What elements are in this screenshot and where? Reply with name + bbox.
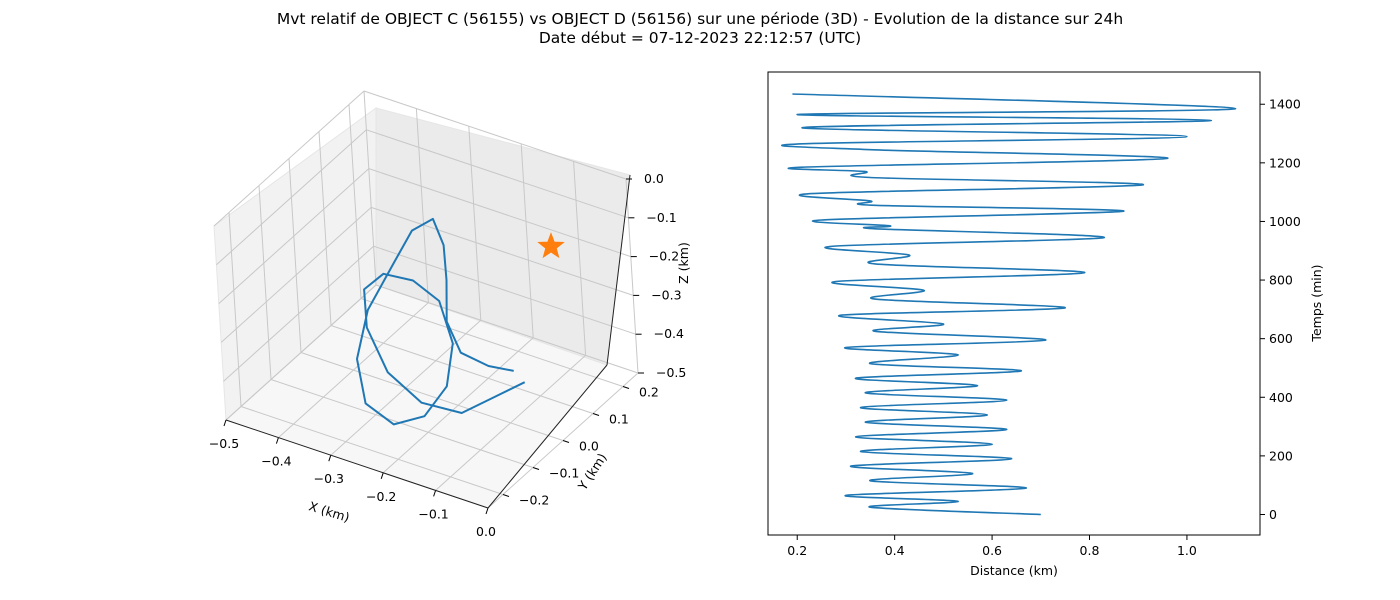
axis-line-y3d <box>487 364 608 509</box>
tick-label-y2d-1: 200 <box>1269 448 1293 463</box>
origin-star-marker <box>537 232 565 259</box>
grid-z-back-4 <box>373 245 636 335</box>
tick-mark-x3d-4 <box>433 490 437 497</box>
tick-mark-x3d-2 <box>328 455 332 462</box>
grid-x-back-0 <box>363 90 377 286</box>
chart-title-line2: Date début = 07-12-2023 22:12:57 (UTC) <box>538 29 862 47</box>
grid-y-floor-1 <box>270 379 534 468</box>
tick-label-y3d-3: 0.1 <box>609 412 629 427</box>
x-axis-label-2d: Distance (km) <box>970 563 1058 578</box>
tick-label-x3d-5: 0.0 <box>476 524 496 539</box>
tick-mark-x3d-3 <box>380 472 384 479</box>
grid-group-3d <box>213 90 639 509</box>
tick-label-z3d-5: −0.5 <box>656 365 686 380</box>
grid-x-back-4 <box>573 161 587 356</box>
tick-label-x2d-3: 0.8 <box>1080 543 1100 558</box>
plot-2d: 0.2 0.4 0.6 0.8 1.0 0 200 400 600 800 1000 1200 1400… <box>767 71 1324 578</box>
tick-label-x3d-4: −0.1 <box>418 506 448 521</box>
grid-y-floor-3 <box>330 325 594 414</box>
tick-mark-x3d-5 <box>485 507 489 515</box>
grid-z-left-5 <box>225 284 377 421</box>
plot-frame-2d <box>767 71 1261 536</box>
tick-mark-x3d-0 <box>223 419 227 427</box>
chart-title-line1: Mvt relatif de OBJECT C (56155) vs OBJEC… <box>276 10 1124 28</box>
tick-label-y2d-6: 1200 <box>1269 155 1301 170</box>
tick-label-z3d-0: 0.0 <box>644 171 664 186</box>
tick-label-y3d-4: 0.2 <box>639 385 659 400</box>
axis-line-z3d <box>606 174 631 366</box>
grid-y-floor-0 <box>240 406 504 495</box>
grid-z-left-3 <box>220 207 372 343</box>
tick-mark-x3d-1 <box>275 437 279 444</box>
grid-z-left-2 <box>218 168 370 304</box>
grid-x-back-5 <box>625 178 639 374</box>
tick-mark-y3d-2 <box>562 440 570 443</box>
tick-label-z3d-2: −0.2 <box>649 249 679 264</box>
tick-label-y2d-7: 1400 <box>1269 97 1301 112</box>
tick-label-x3d-1: −0.4 <box>261 454 291 469</box>
tick-mark-y3d-4 <box>622 386 630 389</box>
tick-label-x3d-0: −0.5 <box>209 436 239 451</box>
tick-label-y2d-2: 400 <box>1269 390 1293 405</box>
grid-y-left-3 <box>318 131 332 326</box>
tick-label-y2d-3: 600 <box>1269 331 1293 346</box>
grid-y-left-0 <box>228 212 242 407</box>
tick-mark-y3d-1 <box>532 467 540 470</box>
grid-y-left-2 <box>288 158 302 353</box>
tick-label-x3d-3: −0.2 <box>366 489 396 504</box>
data-group-2d <box>781 93 1237 516</box>
y-axis-label-2d: Temps (min) <box>1309 264 1324 342</box>
distance-time-line <box>781 93 1237 516</box>
grid-x-back-1 <box>415 108 429 303</box>
tick-label-x2d-0: 0.2 <box>787 543 807 558</box>
tick-label-y3d-2: 0.0 <box>579 439 599 454</box>
tick-label-z3d-4: −0.4 <box>654 326 684 341</box>
tick-label-x2d-1: 0.4 <box>885 543 905 558</box>
grid-y-left-1 <box>258 185 272 380</box>
grid-z-left-1 <box>216 129 367 266</box>
axis-line-x3d <box>225 419 489 509</box>
grid-z-back-3 <box>371 206 634 296</box>
tick-label-x2d-2: 0.6 <box>982 543 1002 558</box>
tick-label-y2d-5: 1000 <box>1269 214 1301 229</box>
grid-z-back-2 <box>368 168 631 258</box>
tick-mark-y3d-0 <box>502 494 510 497</box>
x-axis-label-3d: X (km) <box>307 498 351 525</box>
tick-label-z3d-3: −0.3 <box>651 287 681 302</box>
tick-mark-y3d-3 <box>592 413 600 416</box>
tick-label-y3d-1: −0.1 <box>549 466 579 481</box>
grid-z-left-0 <box>213 90 365 227</box>
grid-z-back-0 <box>363 90 627 180</box>
axes-group-3d: −0.5−0.4−0.3−0.2−0.10.0−0.2−0.10.00.10.2… <box>209 171 687 539</box>
grid-z-left-4 <box>223 245 374 382</box>
grid-y-floor-4 <box>360 298 624 387</box>
grid-y-floor-2 <box>300 352 564 441</box>
grid-x-back-2 <box>468 126 482 321</box>
data-group-3d <box>356 217 565 426</box>
grid-x-back-3 <box>520 143 534 338</box>
tick-label-x2d-4: 1.0 <box>1177 543 1197 558</box>
y-axis-label-3d: Y (km) <box>574 450 609 493</box>
tick-label-y2d-0: 0 <box>1269 507 1277 522</box>
grid-z-back-5 <box>375 284 639 374</box>
tick-label-y3d-0: −0.2 <box>519 493 549 508</box>
tick-label-y2d-4: 800 <box>1269 273 1293 288</box>
plot-3d: −0.5−0.4−0.3−0.2−0.10.0−0.2−0.10.00.10.2… <box>209 90 691 539</box>
grid-z-back-1 <box>366 129 629 219</box>
tick-group-2d: 0.2 0.4 0.6 0.8 1.0 0 200 400 600 800 1000 1200 1400 <box>787 97 1301 558</box>
tick-label-z3d-1: −0.1 <box>646 210 676 225</box>
z-axis-label-3d: Z (km) <box>676 242 691 284</box>
tick-label-x3d-2: −0.3 <box>314 471 344 486</box>
grid-y-left-4 <box>348 104 362 299</box>
trajectory-line-3d <box>356 217 526 426</box>
